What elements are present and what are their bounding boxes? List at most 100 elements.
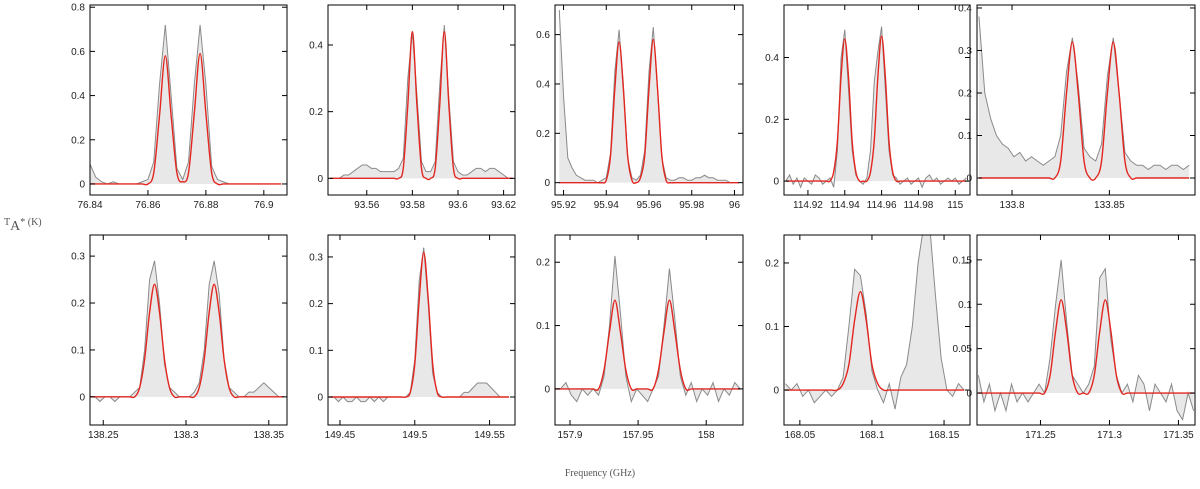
plot-area [90,260,284,403]
x-axis-label: Frequency (GHz) [565,468,635,479]
y-tick-label: 0.4 [536,79,550,90]
spectrum-line [558,9,739,184]
panel: 114.92 114.94 114.96 114.98 115 0 0.2 0.4 [765,4,971,211]
y-tick-label: 0 [79,179,85,190]
y-tick-label: 0 [544,178,550,189]
panel: 133.8 133.85 0 0.1 0.2 0.3 0.4 [958,3,1196,211]
spectrum-line [330,24,513,179]
y-tick-label: 0.15 [953,255,973,266]
fit-line [90,52,282,186]
x-tick-label: 93.56 [354,200,379,211]
panel-frame [976,4,1196,196]
fit-line [90,283,284,399]
x-tick-label: 149.55 [474,430,505,441]
y-tick-label: 0.2 [71,135,85,146]
y-tick-label: 0.4 [71,91,85,102]
spectrum-area [785,235,965,410]
x-tick-label: 93.62 [491,200,516,211]
spectrum-area [555,255,741,402]
y-tick-label: 0.2 [765,258,779,269]
x-tick-label: 96 [729,200,741,211]
x-tick-label: 138.25 [88,430,119,441]
x-tick-label: 149.5 [402,430,427,441]
x-tick-label: 138.35 [253,430,284,441]
x-tick-label: 171.35 [1163,430,1194,441]
fit-line [785,290,965,392]
x-tick-label: 95.98 [679,200,704,211]
x-tick-label: 76.88 [193,200,218,211]
y-tick-label: 0.6 [536,30,550,41]
spectrum-line [90,260,284,403]
spectrum-line [978,16,1190,171]
plot-area [330,24,513,181]
x-tick-label: 168.15 [929,430,960,441]
y-tick-label: 0 [544,384,550,395]
y-tick-label: 0.1 [765,322,779,333]
plot-area [977,259,1195,421]
plot-area [329,247,510,403]
panel-frame [783,234,971,426]
spectrum-line [785,26,967,189]
x-tick-label: 76.9 [254,200,274,211]
fit-line [785,35,967,183]
y-tick-label: 0.4 [309,41,323,52]
y-tick-label: 0.1 [958,131,972,142]
fit-line [978,41,1190,181]
panel: 95.92 95.94 95.96 95.98 96 0 0.2 0.4 0.6 [536,4,744,211]
panel: 93.56 93.58 93.6 93.62 0 0.2 0.4 [309,4,517,211]
spectrum-area [329,247,510,402]
y-label-main: T [4,217,10,228]
spectrum-line [329,247,510,403]
y-tick-label: 0.1 [71,345,85,356]
y-tick-label: 0 [966,173,972,184]
fit-line [559,38,739,184]
x-tick-label: 93.6 [448,200,468,211]
spectrum-area [978,259,1194,420]
panel: 138.25 138.3 138.35 0 0.1 0.2 0.3 [71,234,288,441]
plot-area [555,255,741,404]
y-tick-label: 0.2 [309,107,323,118]
panel-frame [89,4,288,196]
panel-frame [554,234,744,426]
y-tick-label: 0.2 [765,115,779,126]
y-tick-label: 0.2 [536,129,550,140]
y-tick-label: 0.8 [71,3,85,14]
y-tick-label: 0.4 [765,53,779,64]
spectrum-line [977,259,1195,421]
panel: 149.45 149.5 149.55 0 0.1 0.2 0.3 [309,234,516,441]
y-axis-label: TA* (K) [4,217,42,234]
panel-frame [89,234,288,426]
plot-area [558,9,739,184]
x-tick-label: 149.45 [325,430,356,441]
x-tick-label: 76.86 [135,200,160,211]
panel: 157.9 157.95 158 0 0.1 0.2 [536,234,744,441]
y-tick-label: 0.1 [958,300,972,311]
y-tick-label: 0.4 [958,3,972,14]
x-tick-label: 93.58 [400,200,425,211]
spectrum-area [978,16,1190,178]
spectrum-area [90,260,284,402]
y-tick-label: 0.2 [309,299,323,310]
x-tick-label: 158 [698,430,715,441]
y-tick-label: 0 [966,389,972,400]
fit-line [329,251,510,399]
x-tick-label: 114.98 [904,200,934,211]
fit-line [555,299,741,391]
x-tick-label: 133.85 [1094,200,1125,211]
fit-line [978,299,1194,396]
panel-frame [327,4,516,196]
x-tick-label: 114.94 [830,200,860,211]
x-tick-label: 133.8 [1000,200,1025,211]
x-tick-label: 171.3 [1097,430,1122,441]
panel-frame [783,4,971,196]
x-tick-label: 95.94 [594,200,619,211]
x-tick-label: 114.92 [793,200,823,211]
x-tick-label: 157.95 [623,430,654,441]
x-tick-label: 76.84 [77,200,102,211]
x-tick-label: 171.25 [1025,430,1056,441]
spectrum-line [555,255,741,404]
panel-frame [327,234,516,426]
x-tick-label: 157.9 [557,430,582,441]
